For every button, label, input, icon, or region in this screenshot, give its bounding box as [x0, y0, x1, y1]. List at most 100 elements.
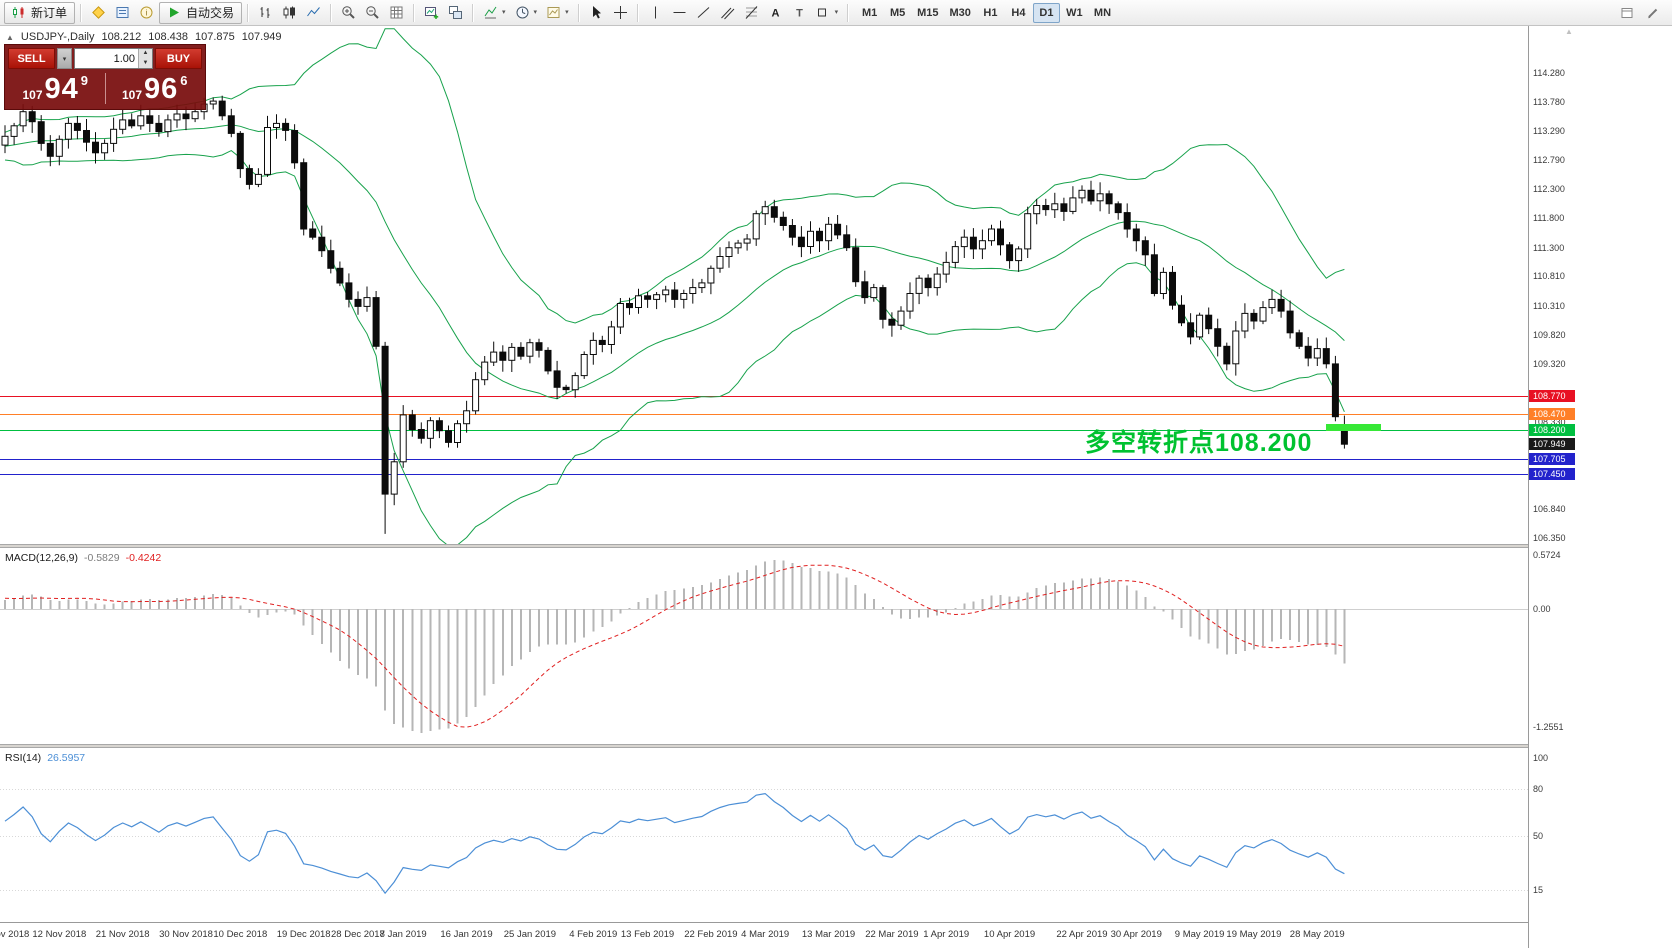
- label-button[interactable]: T: [788, 2, 811, 24]
- date-label: 7 Jan 2019: [379, 929, 427, 940]
- macd-scale-label: 0.00: [1533, 604, 1551, 615]
- pane-separator[interactable]: [0, 744, 1672, 748]
- lot-increase-button[interactable]: ▲: [142, 50, 149, 56]
- macd-value: -0.5829: [83, 552, 120, 564]
- channel-icon: [720, 7, 734, 20]
- macd-title: MACD(12,26,9) -0.5829 -0.4242: [5, 552, 161, 564]
- zoom-out-icon: [366, 6, 379, 19]
- zoom-in-button[interactable]: [337, 2, 360, 24]
- buy-price-pip: 6: [180, 73, 188, 88]
- date-label: 22 Feb 2019: [684, 929, 738, 940]
- collapse-panel-icon[interactable]: ▲: [6, 32, 14, 42]
- order-type-dropdown[interactable]: ▾: [57, 48, 72, 69]
- autotrading-button[interactable]: 自动交易: [159, 1, 243, 24]
- text-button[interactable]: A: [764, 2, 787, 24]
- tile-windows-button[interactable]: [444, 2, 467, 24]
- date-label: 16 Jan 2019: [440, 929, 493, 940]
- channel-button[interactable]: [716, 2, 739, 24]
- date-label: 9 May 2019: [1174, 929, 1225, 940]
- new-order-button[interactable]: 新订单: [4, 1, 76, 24]
- date-label: 10 Dec 2018: [213, 929, 268, 940]
- data-window-button[interactable]: [111, 2, 134, 24]
- highlight-segment[interactable]: [1326, 424, 1381, 432]
- bars-icon: [260, 7, 270, 18]
- price-scale[interactable]: ▲ 114.280 113.780 113.290 112.790 112.300 111…: [1528, 26, 1672, 948]
- date-label: 28 Dec 2018: [331, 929, 385, 940]
- navigator-button[interactable]: i: [135, 2, 158, 24]
- market-watch-button[interactable]: [87, 2, 110, 24]
- label-icon: T: [796, 8, 803, 20]
- scroll-up-icon[interactable]: ▲: [1565, 27, 1573, 36]
- crosshair-button[interactable]: [609, 2, 632, 24]
- chart-area[interactable]: ▲ USDJPY-,Daily 108.212 108.438 107.875 …: [0, 26, 1672, 948]
- date-label: 12 Nov 2018: [32, 929, 87, 940]
- timeframe-d1[interactable]: D1: [1032, 2, 1060, 23]
- new-chart-button[interactable]: [420, 2, 443, 24]
- price-plot[interactable]: [0, 26, 1528, 545]
- timeframe-w1[interactable]: W1: [1061, 3, 1088, 23]
- price-tick-label: 106.840: [1533, 504, 1566, 515]
- macd-plot[interactable]: [0, 548, 1528, 745]
- toolbar-separator: [847, 3, 850, 22]
- buy-price[interactable]: 107 96 6: [108, 71, 203, 106]
- symbol-period-label: USDJPY-,Daily: [20, 31, 95, 43]
- trendline-button[interactable]: [692, 2, 715, 24]
- rsi-plot[interactable]: [0, 748, 1528, 922]
- price-marker: 107.949: [1529, 438, 1575, 451]
- date-label: 4 Mar 2019: [741, 929, 790, 940]
- timeframe-mn[interactable]: MN: [1089, 3, 1116, 23]
- timeframe-m1[interactable]: M1: [856, 3, 883, 23]
- date-label: 13 Feb 2019: [620, 929, 675, 940]
- macd-scale-label: -1.2551: [1533, 721, 1564, 732]
- trendline-icon: [697, 7, 709, 18]
- timeframe-h1[interactable]: H1: [977, 3, 1004, 23]
- timeframe-h4[interactable]: H4: [1005, 3, 1032, 23]
- pencil-icon: [1648, 8, 1658, 18]
- chevron-down-icon: ▾: [62, 55, 67, 63]
- line-chart-icon: [307, 7, 320, 17]
- navigator-icon: i: [140, 6, 153, 19]
- date-label: 19 May 2019: [1226, 929, 1282, 940]
- price-tick-label: 108.330: [1533, 416, 1566, 427]
- vertical-line-button[interactable]: [644, 2, 667, 24]
- bar-chart-button[interactable]: [254, 2, 277, 24]
- lot-size-input[interactable]: [75, 49, 138, 68]
- templates-button[interactable]: ▾: [542, 2, 573, 24]
- timeframe-m15[interactable]: M15: [912, 3, 943, 23]
- zoom-out-button[interactable]: [361, 2, 384, 24]
- chart-annotation[interactable]: 多空转折点108.200: [1085, 429, 1313, 458]
- sell-price-pip: 9: [80, 73, 89, 88]
- sell-button[interactable]: SELL: [8, 48, 55, 69]
- timeframe-m5[interactable]: M5: [884, 3, 911, 23]
- period-separators-button[interactable]: [385, 2, 408, 24]
- rsi-scale-label: 80: [1533, 784, 1544, 794]
- cursor-button[interactable]: [585, 2, 608, 24]
- date-label: 28 May 2019: [1289, 929, 1345, 940]
- indicators-button[interactable]: ▾: [479, 2, 510, 24]
- toolbar-edit-button[interactable]: [1642, 2, 1664, 24]
- chevron-down-icon: ▾: [533, 9, 538, 16]
- timeframe-m30[interactable]: M30: [945, 3, 976, 23]
- pane-separator[interactable]: [0, 544, 1672, 548]
- period-separators-icon: [390, 6, 403, 19]
- main-toolbar: 新订单 i 自动交易: [0, 0, 1672, 26]
- toolbar-right-group: [1616, 2, 1668, 24]
- new-order-icon: [13, 7, 24, 18]
- toolbar-separator: [330, 3, 333, 22]
- date-label: 19 Dec 2018: [276, 929, 331, 940]
- horizontal-line-button[interactable]: [668, 2, 691, 24]
- sell-price[interactable]: 107 94 9: [8, 71, 103, 106]
- price-marker: 107.450: [1529, 467, 1575, 480]
- candlestick-chart-button[interactable]: [278, 2, 301, 24]
- line-chart-button[interactable]: [302, 2, 325, 24]
- buy-button[interactable]: BUY: [155, 48, 202, 69]
- lot-decrease-button[interactable]: ▼: [142, 59, 149, 66]
- shapes-button[interactable]: ▾: [812, 2, 843, 24]
- fibonacci-button[interactable]: [740, 2, 763, 24]
- rsi-value: 26.5957: [47, 752, 86, 764]
- toolbar-window-button[interactable]: [1616, 2, 1638, 24]
- periods-button[interactable]: ▾: [511, 2, 542, 24]
